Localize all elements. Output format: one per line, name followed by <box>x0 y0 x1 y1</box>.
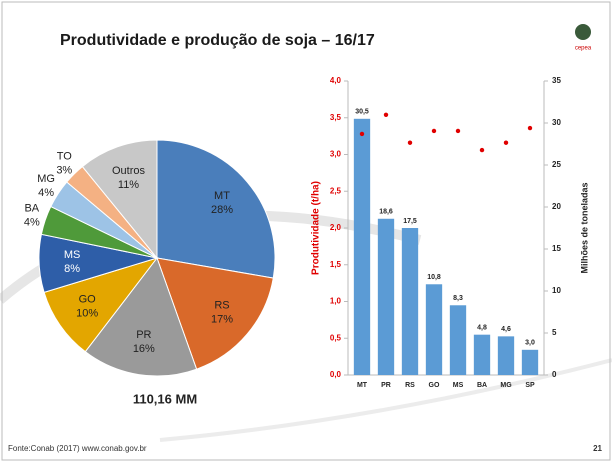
bar <box>473 334 491 375</box>
slice-category: BA <box>24 203 39 215</box>
bar-value-label: 8,3 <box>453 295 463 302</box>
x-tick-label: SP <box>525 382 535 389</box>
slice-value-label: 17% <box>211 314 233 326</box>
slice-value-label: 11% <box>118 179 139 191</box>
bar-value-label: 4,6 <box>501 326 511 333</box>
slice-category: MT <box>214 190 230 202</box>
x-tick-label: MG <box>500 382 512 389</box>
y2-axis-label: Milhões de toneladas <box>579 182 589 273</box>
slice-category: MS <box>64 249 81 261</box>
source: Fonte:Conab (2017) www.conab.gov.br <box>8 444 147 453</box>
bar-value-label: 17,5 <box>403 218 417 225</box>
x-tick-label: RS <box>405 382 415 389</box>
y-tick-label: 0,5 <box>330 333 342 342</box>
y2-tick-label: 30 <box>552 118 561 127</box>
bar <box>521 349 539 375</box>
bar <box>401 228 419 375</box>
slice-value-label: 28% <box>211 204 233 216</box>
y2-tick-label: 0 <box>552 370 557 379</box>
y2-tick-label: 35 <box>552 76 561 85</box>
y-tick-label: 4,0 <box>330 76 342 85</box>
y-tick-label: 3,5 <box>330 113 342 122</box>
x-tick-label: BA <box>477 382 487 389</box>
point <box>359 131 365 137</box>
y2-tick-label: 20 <box>552 202 561 211</box>
slice-value-label: 4% <box>38 187 54 199</box>
slice-category: PR <box>136 329 151 341</box>
bar <box>377 218 395 375</box>
page-number: 21 <box>593 444 602 453</box>
slice-value-label: 16% <box>133 343 155 355</box>
bar <box>449 305 467 375</box>
slice-category: Outros <box>112 165 146 177</box>
logo-text: cepea <box>575 46 592 52</box>
bar <box>353 118 371 376</box>
y-tick-label: 1,0 <box>330 297 342 306</box>
bar <box>497 336 515 375</box>
pie-slice <box>81 139 158 260</box>
bar-value-label: 3,0 <box>525 340 535 347</box>
point <box>407 140 413 145</box>
slice-category: TO <box>57 151 73 163</box>
point <box>527 125 533 131</box>
y2-tick-label: 25 <box>552 160 561 169</box>
point <box>503 140 509 145</box>
decoration <box>159 358 612 442</box>
slice-value-label: 10% <box>76 307 98 319</box>
pie-slice <box>156 139 276 279</box>
point <box>431 128 437 134</box>
bar-value-label: 10,8 <box>427 274 441 281</box>
y-tick-label: 0,0 <box>330 370 342 379</box>
slice-value-label: 3% <box>56 165 72 177</box>
x-tick-label: MS <box>453 382 464 389</box>
bar-value-label: 30,5 <box>355 109 369 116</box>
point <box>383 112 389 118</box>
y-tick-label: 3,0 <box>330 150 342 159</box>
slice-category: MG <box>37 173 55 185</box>
pie-annotation: 110,16 MM <box>133 391 197 406</box>
slice-value-label: 8% <box>64 263 80 275</box>
y2-tick-label: 10 <box>552 286 561 295</box>
x-tick-label: GO <box>429 382 440 389</box>
y-tick-label: 2,5 <box>330 186 342 195</box>
point <box>479 147 485 153</box>
slice-category: RS <box>214 300 229 312</box>
pie-slice <box>43 257 159 353</box>
x-tick-label: MT <box>357 382 368 389</box>
bar-value-label: 18,6 <box>379 209 393 216</box>
y2-tick-label: 5 <box>552 328 557 337</box>
y-tick-label: 1,5 <box>330 260 342 269</box>
slice-value-label: 4% <box>24 217 40 229</box>
bar-value-label: 4,8 <box>477 325 487 332</box>
x-tick-label: PR <box>381 382 391 389</box>
pie-slice <box>84 256 198 377</box>
pie-slice <box>156 257 274 370</box>
logo-icon <box>575 24 591 40</box>
bar <box>425 284 443 375</box>
y-tick-label: 2,0 <box>330 223 342 232</box>
y2-tick-label: 15 <box>552 244 561 253</box>
slide-title: Produtividade e produção de soja – 16/17 <box>60 32 375 49</box>
point <box>455 128 461 134</box>
slice-category: GO <box>79 293 97 305</box>
y-axis-label: Produtividade (t/ha) <box>311 181 322 275</box>
